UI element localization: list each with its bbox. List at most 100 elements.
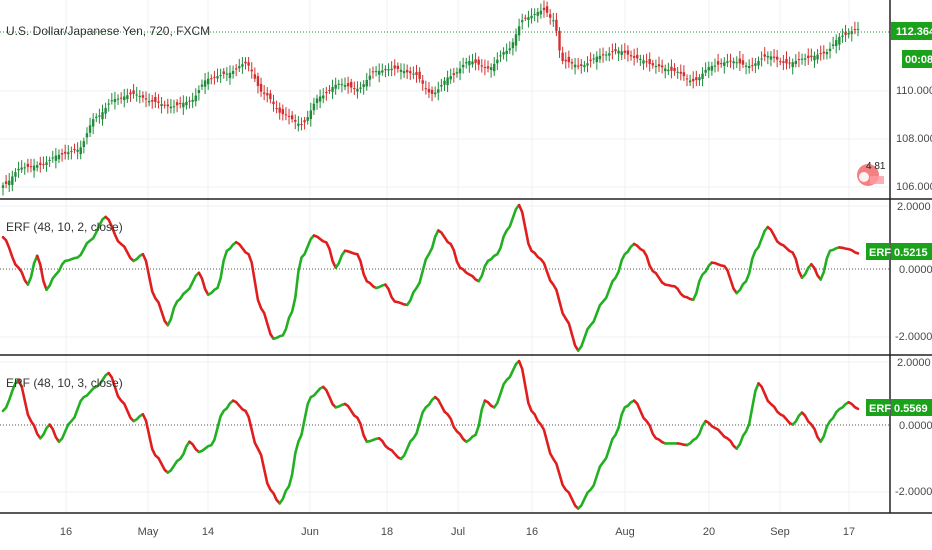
erf-line-falling — [766, 225, 804, 280]
time-axis[interactable]: 16 May 14 Jun 18 Jul 16 Aug 20 Sep 17 — [60, 526, 855, 538]
candle-body-up — [769, 56, 773, 60]
candle-body-up — [496, 59, 499, 64]
candle-body-down — [281, 109, 285, 115]
candle-body-down — [129, 92, 132, 95]
candle-body-down — [480, 65, 483, 67]
erf-line-falling — [704, 419, 739, 450]
candle-body-up — [654, 66, 658, 67]
candle-body-up — [521, 20, 524, 23]
candle-body-up — [514, 34, 518, 46]
candle-body-down — [819, 53, 822, 55]
candle-body-up — [757, 60, 760, 66]
candle-body-up — [794, 60, 798, 65]
candle-body-up — [104, 107, 107, 114]
candle-body-up — [598, 55, 602, 60]
candle-body-up — [505, 50, 508, 54]
candle-body-down — [157, 101, 160, 103]
candle-body-down — [629, 55, 633, 57]
time-axis-label: Jul — [451, 526, 465, 538]
erf-line-falling — [231, 399, 282, 505]
candle-body-up — [754, 63, 757, 66]
candle-body-up — [586, 63, 589, 66]
candle-body-up — [583, 65, 586, 68]
candle-body-up — [359, 87, 362, 89]
erf-line-falling — [632, 399, 667, 445]
candle-body-up — [67, 152, 70, 155]
candle-body-up — [340, 84, 344, 86]
erf-line-rising — [26, 254, 39, 286]
candle-body-down — [384, 69, 387, 71]
erf-pane-2[interactable]: ERF (48, 10, 3, close) — [0, 359, 890, 510]
candle-body-up — [378, 70, 381, 75]
candle-body-down — [213, 76, 216, 78]
candle-body-up — [449, 76, 452, 80]
candle-body-up — [760, 58, 763, 60]
candle-body-down — [564, 59, 567, 62]
candle-body-up — [412, 73, 415, 75]
erf-line-rising — [334, 402, 347, 409]
candle-body-up — [835, 40, 838, 47]
candle-body-down — [290, 115, 294, 120]
erf-line-rising — [735, 225, 770, 295]
candle-body-up — [297, 123, 300, 126]
candle-body-up — [135, 94, 138, 96]
candle-body-up — [390, 68, 393, 71]
candle-body-up — [399, 69, 403, 72]
candle-body-up — [200, 84, 204, 87]
erf-line-falling — [141, 412, 170, 474]
candle-body-up — [91, 119, 95, 127]
candle-body-up — [744, 65, 748, 67]
candle-body-up — [471, 61, 474, 65]
candle-body-up — [337, 83, 340, 85]
erf-pane-1[interactable]: ERF (48, 10, 2, close) — [0, 203, 890, 352]
candle-body-down — [4, 181, 8, 184]
erf-line-falling — [757, 382, 795, 426]
candle-body-up — [461, 64, 465, 68]
candle-body-up — [493, 63, 496, 72]
candle-body-up — [704, 69, 707, 73]
candle-body-up — [847, 33, 850, 35]
erf-line-rising — [334, 249, 347, 270]
candle-body-down — [651, 63, 654, 66]
candle-body-up — [334, 84, 337, 89]
candle-body-down — [371, 71, 375, 73]
candle-body-up — [468, 60, 471, 66]
candle-body-up — [667, 69, 670, 72]
erf-line-falling — [17, 378, 42, 440]
erf1-axis[interactable]: 2.0000 0.0000 -2.0000 ERF 0.5215 — [866, 201, 932, 343]
candle-body-up — [126, 95, 129, 100]
candle-body-down — [580, 64, 583, 66]
price-pane[interactable]: U.S. Dollar/Japanese Yen, 720, FXCM 4 81 — [0, 0, 890, 196]
candle-body-down — [42, 164, 45, 166]
candle-body-down — [788, 62, 791, 64]
price-axis[interactable]: 110.000 108.000 106.000 112.364 00:08 — [891, 22, 932, 193]
erf-line-rising — [477, 203, 521, 283]
candle-body-up — [241, 64, 244, 67]
candle-body-up — [664, 68, 667, 72]
erf-line-falling — [632, 242, 695, 302]
candle-body-down — [393, 65, 396, 69]
candle-body-up — [608, 53, 611, 56]
erf1-series — [1, 203, 860, 352]
erf-line-rising — [492, 359, 521, 409]
erf1-value-tag — [891, 243, 932, 260]
candle-body-down — [29, 166, 33, 168]
candle-body-up — [76, 149, 79, 152]
erf2-axis[interactable]: 2.0000 0.0000 -2.0000 ERF 0.5569 — [866, 357, 932, 498]
candle-body-down — [741, 60, 745, 65]
erf-line-rising — [132, 252, 145, 263]
candle-body-up — [381, 70, 384, 73]
erf-line-falling — [104, 215, 135, 263]
erf1-axis-label: -2.0000 — [895, 331, 932, 343]
erf2-value-tag — [891, 399, 932, 416]
candle-body-down — [222, 71, 225, 74]
candle-body-down — [477, 59, 480, 65]
candle-body-up — [169, 106, 173, 109]
candle-body-up — [116, 98, 120, 100]
candle-body-up — [17, 168, 20, 171]
candle-body-up — [536, 12, 539, 16]
candle-body-up — [698, 77, 701, 81]
candle-body-up — [54, 155, 58, 161]
candle-body-up — [465, 62, 468, 64]
candle-body-down — [763, 54, 766, 57]
